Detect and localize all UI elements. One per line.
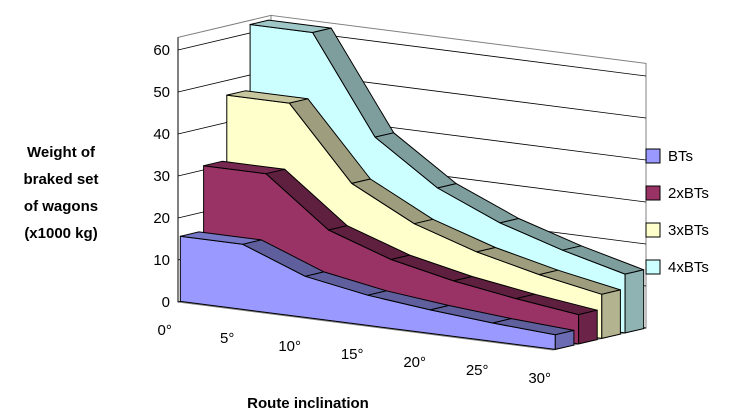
x-tick-label: 30° <box>528 370 551 387</box>
legend-label: 4xBTs <box>668 259 709 276</box>
legend-label: 2xBTs <box>668 185 709 202</box>
y-axis-title-line: of wagons <box>24 198 98 215</box>
x-tick-label: 20° <box>403 354 426 371</box>
y-axis-title-line: (x1000 kg) <box>24 225 97 242</box>
legend-label: BTs <box>668 148 693 165</box>
y-axis-title: Weight of braked set of wagons (x1000 kg) <box>23 144 98 242</box>
series-end-face <box>578 309 598 345</box>
series-end-face <box>624 269 645 334</box>
series-BTs <box>179 231 575 351</box>
series-end-face <box>601 289 621 340</box>
y-axis-title-line: Weight of <box>27 144 96 161</box>
x-axis-ticks: 0° 5° 10° 15° 20° 25° 30° <box>158 322 552 387</box>
y-tick-label: 60 <box>153 42 170 59</box>
legend-swatch <box>645 259 661 275</box>
legend: BTs 2xBTs 3xBTs 4xBTs <box>645 148 709 276</box>
x-tick-label: 25° <box>466 362 489 379</box>
x-axis-title: Route inclination <box>247 395 369 412</box>
y-tick-label: 50 <box>153 84 170 101</box>
y-tick-label: 10 <box>153 252 170 269</box>
y-tick-label: 40 <box>153 126 170 143</box>
x-tick-label: 5° <box>220 330 234 347</box>
legend-swatch <box>645 148 661 164</box>
x-tick-label: 10° <box>278 338 301 355</box>
x-tick-label: 15° <box>341 346 364 363</box>
y-axis-title-line: braked set <box>23 171 98 188</box>
legend-label: 3xBTs <box>668 222 709 239</box>
y-tick-label: 20 <box>153 210 170 227</box>
series-layer <box>179 19 645 351</box>
legend-swatch <box>645 185 661 201</box>
y-axis-ticks: 0 10 20 30 40 50 60 <box>153 42 170 311</box>
y-tick-label: 0 <box>162 294 170 311</box>
legend-swatch <box>645 222 661 238</box>
series-end-face <box>554 329 575 351</box>
x-tick-label: 0° <box>158 322 172 339</box>
y-tick-label: 30 <box>153 168 170 185</box>
